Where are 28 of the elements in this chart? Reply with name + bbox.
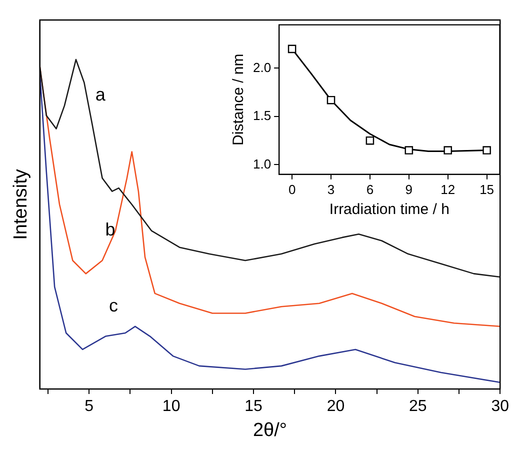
x-tick-label: 3 (327, 182, 335, 197)
x-tick-label: 0 (288, 182, 296, 197)
series-label: b (105, 219, 116, 240)
x-tick-label: 25 (409, 398, 427, 416)
x-tick-label: 20 (326, 398, 345, 416)
y-tick-label: 1.0 (252, 156, 272, 172)
x-axis-title: Irradiation time / h (329, 201, 450, 218)
x-tick-label: 15 (480, 182, 494, 197)
y-axis-title: Intensity (10, 168, 32, 240)
x-axis-title: 2θ/° (252, 420, 287, 441)
y-tick-label: 1.5 (252, 108, 272, 124)
y-axis-title: Distance / nm (230, 54, 248, 146)
y-tick-label: 2.0 (252, 60, 272, 75)
point (366, 136, 374, 145)
point (326, 96, 336, 104)
x-tick-label: 30 (491, 398, 510, 416)
point (404, 146, 414, 154)
point (482, 146, 491, 154)
x-tick-label: 10 (162, 398, 180, 416)
x-tick-label: 12 (440, 182, 456, 197)
x-tick-label: 9 (405, 182, 413, 197)
series-label: a (95, 84, 106, 104)
x-tick-label: 15 (244, 398, 263, 416)
series-label: c (109, 295, 118, 316)
point (288, 44, 296, 54)
x-tick-label: 5 (84, 398, 94, 416)
point (444, 146, 452, 154)
x-tick-label: 6 (366, 182, 374, 197)
